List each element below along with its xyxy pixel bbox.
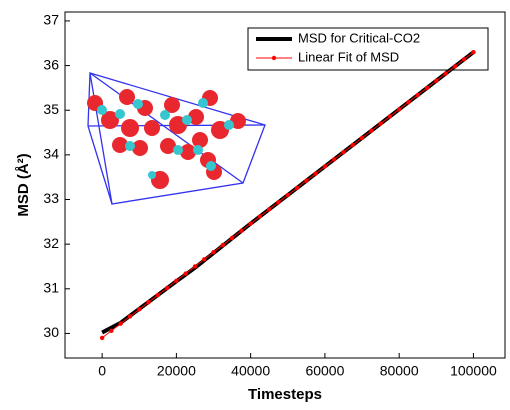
fit-marker [183,271,188,276]
fit-marker [174,278,179,283]
fit-marker [471,49,476,55]
plot-frame [64,11,506,359]
fit-marker [387,114,393,119]
fit-marker [285,192,290,198]
x-axis-title: Timesteps [248,386,322,403]
legend-marker [271,55,277,61]
fit-marker [331,157,337,162]
inset-molecules [87,72,266,205]
fit-marker [396,107,402,112]
fit-marker [220,242,226,248]
x-tick-label: 0 [98,363,106,379]
fit-marker [304,178,309,183]
fit-marker [118,321,123,326]
y-tick-label: 36 [43,56,59,72]
x-tick-label: 40000 [231,363,270,379]
fit-marker [164,285,170,291]
y-tick-label: 35 [43,101,59,117]
y-axis-title: MSD (Å²) [15,153,32,216]
fit-marker [443,71,448,76]
fit-marker [257,214,263,219]
fit-marker [452,64,458,69]
y-tick-label: 37 [43,12,59,28]
fit-marker [146,299,151,305]
fit-marker [192,264,198,269]
fit-marker [109,328,114,333]
y-tick-label: 30 [43,324,59,340]
fit-marker [267,207,272,212]
fit-marker [99,335,105,341]
y-tick-label: 33 [43,190,59,206]
x-tick-label: 20000 [157,363,196,379]
fit-marker [127,314,133,319]
fit-marker [359,135,365,141]
fit-marker [434,78,439,83]
fit-marker [341,149,346,155]
fit-marker [294,185,300,191]
legend-box [247,27,489,71]
fit-marker [239,228,244,233]
fit-marker [229,235,235,241]
fit-marker [378,121,383,126]
fit-marker [322,164,328,169]
x-tick-label: 100000 [450,363,497,379]
fit-marker [424,85,430,91]
fit-marker [369,128,374,133]
fit-marker [350,142,355,148]
x-tick-label: 80000 [380,363,419,379]
fit-marker [155,292,161,298]
legend-label: Linear Fit of MSD [298,49,399,64]
fit-marker [137,307,142,312]
fit-marker [415,92,420,98]
fit-marker [461,57,467,62]
fit-marker [276,199,281,205]
y-tick-label: 31 [43,280,59,296]
legend-label: MSD for Critical-CO2 [298,30,420,45]
y-tick-label: 34 [43,146,59,162]
fit-marker [248,221,253,226]
x-tick-label: 60000 [305,363,344,379]
fit-marker [313,171,318,176]
fit-marker [406,99,411,105]
fit-marker [211,249,216,255]
fit-marker [202,257,207,262]
y-tick-label: 32 [43,235,59,251]
